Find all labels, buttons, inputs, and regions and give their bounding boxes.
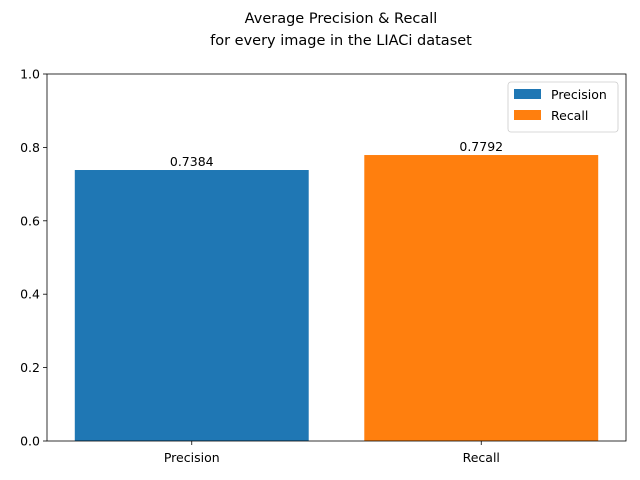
x-tick-label-precision: Precision [164, 450, 220, 465]
plot-area: 0.7384 Precision 0.7792 Recall 0.0 0.2 0.4 0.6 0… [20, 67, 627, 465]
y-tick-label: 0.2 [20, 360, 40, 375]
legend-label-recall: Recall [551, 108, 588, 123]
x-tick-label-recall: Recall [463, 450, 500, 465]
data-label-precision: 0.7384 [170, 154, 214, 169]
chart-title-line-1: Average Precision & Recall [245, 11, 438, 27]
y-tick-label: 0.6 [20, 213, 40, 228]
y-tick-label: 0.8 [20, 140, 40, 155]
chart-title-line-2: for every image in the LIACi dataset [210, 33, 472, 49]
bar-precision [74, 170, 309, 441]
legend-swatch-precision [514, 89, 541, 99]
y-tick-label: 0.4 [20, 287, 40, 302]
data-label-recall: 0.7792 [459, 139, 503, 154]
legend-label-precision: Precision [551, 87, 607, 102]
axes-frame [46, 73, 627, 442]
y-tick-label: 0.0 [20, 434, 40, 449]
legend-swatch-recall [514, 110, 541, 120]
bar-recall [364, 155, 599, 441]
y-tick-label: 1.0 [20, 67, 40, 82]
